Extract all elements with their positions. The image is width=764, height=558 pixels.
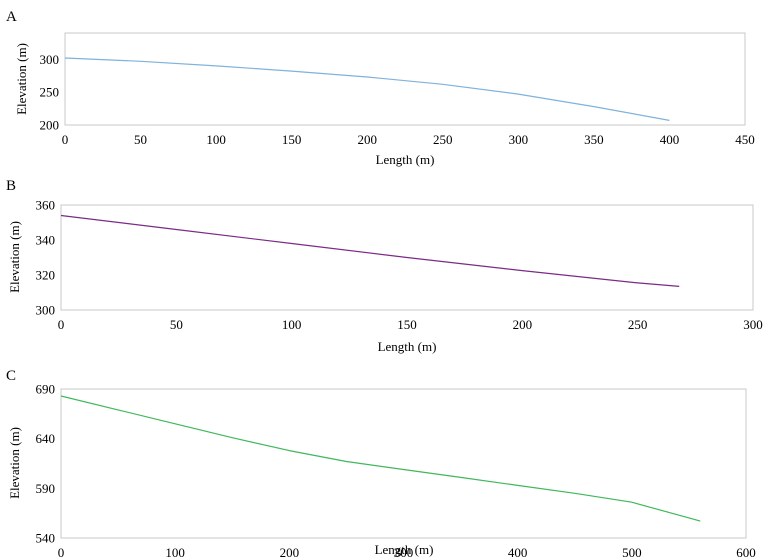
panel-b: B Length (m) Elevation (m) 0 50 100 150 200 2… xyxy=(6,178,763,354)
series-lines xyxy=(60,395,701,522)
x-tick-label: 200 xyxy=(357,132,377,147)
x-tick-label: 400 xyxy=(660,132,680,147)
y-tick-label: 360 xyxy=(36,198,56,213)
panel-a: A Length (m) Elevation (m) 0 50 100 150 200 2… xyxy=(6,9,755,167)
series-lines xyxy=(60,214,680,287)
x-tick-label: 50 xyxy=(134,132,147,147)
x-tick-label: 250 xyxy=(628,317,648,332)
x-ticks: 0 50 100 150 200 250 300 xyxy=(58,317,763,332)
x-tick-label: 250 xyxy=(433,132,453,147)
plot-area xyxy=(60,204,754,311)
x-tick-label: 200 xyxy=(280,545,300,558)
y-ticks: 540 590 640 690 xyxy=(36,382,56,546)
x-tick-label: 50 xyxy=(170,317,183,332)
x-tick-label: 100 xyxy=(165,545,185,558)
x-axis-label: Length (m) xyxy=(375,542,434,557)
panel-label: A xyxy=(6,9,17,25)
y-tick-label: 300 xyxy=(40,52,60,67)
y-tick-label: 690 xyxy=(36,382,56,397)
x-tick-label: 150 xyxy=(397,317,417,332)
panel-label: C xyxy=(6,368,16,384)
plot-area xyxy=(64,32,746,126)
x-tick-label: 0 xyxy=(62,132,69,147)
y-tick-label: 320 xyxy=(36,268,56,283)
series-lines xyxy=(64,57,670,121)
x-tick-label: 300 xyxy=(509,132,529,147)
x-axis-label: Length (m) xyxy=(378,339,437,354)
x-ticks: 0 50 100 150 200 250 300 350 400 450 xyxy=(62,132,755,147)
y-ticks: 200 250 300 xyxy=(40,52,60,133)
panel-c: C Length (m) Elevation (m) 0 100 200 300 400… xyxy=(6,368,756,558)
series-line xyxy=(60,395,701,522)
x-tick-label: 0 xyxy=(58,317,65,332)
x-tick-label: 0 xyxy=(58,545,65,558)
x-axis-label: Length (m) xyxy=(376,152,435,167)
x-tick-label: 450 xyxy=(735,132,755,147)
x-tick-label: 300 xyxy=(743,317,763,332)
y-axis-label: Elevation (m) xyxy=(14,43,29,115)
y-tick-label: 300 xyxy=(36,303,56,318)
x-tick-label: 400 xyxy=(508,545,528,558)
y-tick-label: 540 xyxy=(36,531,56,546)
x-tick-label: 600 xyxy=(736,545,756,558)
y-tick-label: 340 xyxy=(36,233,56,248)
panel-label: B xyxy=(6,178,16,194)
x-tick-label: 300 xyxy=(394,545,414,558)
y-tick-label: 200 xyxy=(40,118,60,133)
y-ticks: 300 320 340 360 xyxy=(36,198,56,318)
y-tick-label: 250 xyxy=(40,85,60,100)
series-line xyxy=(64,57,670,121)
y-axis-label: Elevation (m) xyxy=(7,221,22,293)
y-tick-label: 590 xyxy=(36,481,56,496)
x-tick-label: 100 xyxy=(282,317,302,332)
plot-area xyxy=(60,388,747,539)
y-tick-label: 640 xyxy=(36,431,56,446)
series-line xyxy=(60,214,680,287)
x-tick-label: 200 xyxy=(513,317,533,332)
x-tick-label: 350 xyxy=(584,132,604,147)
x-tick-label: 100 xyxy=(206,132,226,147)
x-tick-label: 500 xyxy=(622,545,642,558)
x-tick-label: 150 xyxy=(282,132,302,147)
y-axis-label: Elevation (m) xyxy=(7,427,22,499)
x-ticks: 0 100 200 300 400 500 600 xyxy=(58,545,756,558)
